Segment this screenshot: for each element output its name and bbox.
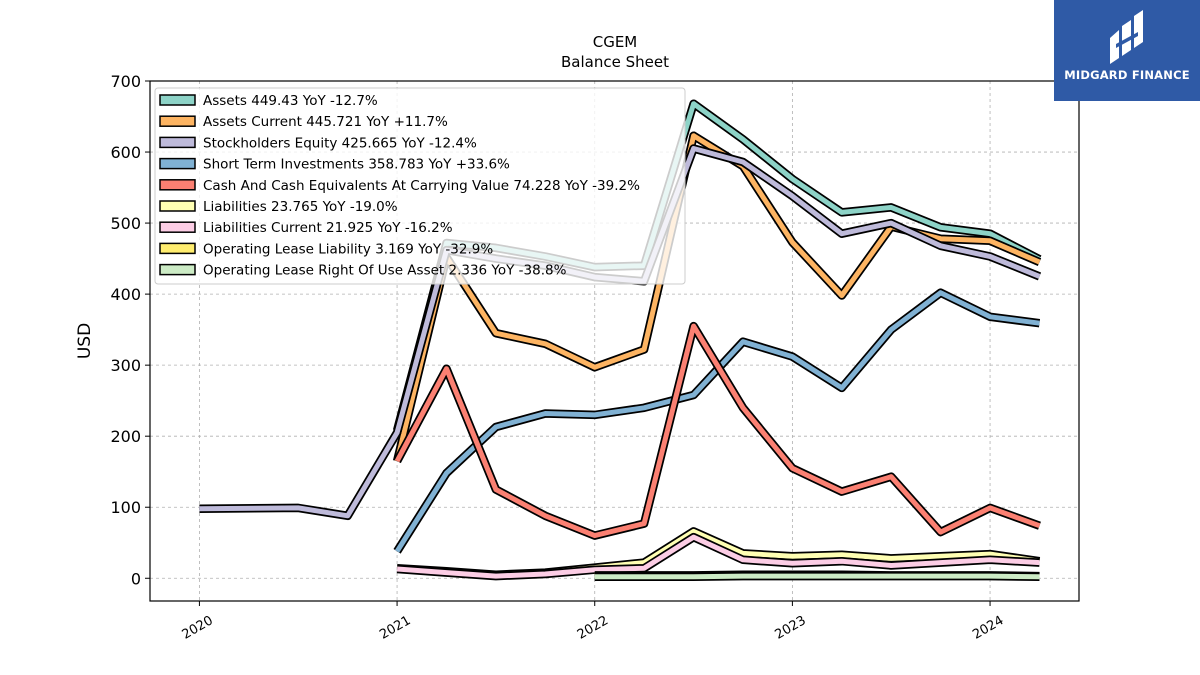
- legend-swatch: [159, 115, 196, 127]
- legend-label: Assets Current 445.721 YoY +11.7%: [203, 114, 448, 130]
- brand-logo: MIDGARD FINANCE: [1054, 0, 1200, 101]
- legend-label: Cash And Cash Equivalents At Carrying Va…: [203, 178, 640, 194]
- legend-label: Operating Lease Liability 3.169 YoY -32.…: [203, 241, 493, 257]
- series-line-6: [396, 534, 1040, 579]
- y-axis-label: USD: [75, 323, 95, 359]
- y-tick-label: 200: [110, 427, 141, 446]
- legend-label: Assets 449.43 YoY -12.7%: [203, 93, 378, 109]
- y-tick-label: 600: [110, 143, 141, 162]
- plot-frame: [149, 80, 1080, 602]
- brand-emblem-icon: [1110, 10, 1143, 64]
- legend-swatch: [159, 179, 196, 191]
- legend-label: Operating Lease Right Of Use Asset 2.336…: [203, 263, 567, 279]
- legend-swatch: [159, 157, 196, 170]
- chart-title: CGEM: [593, 33, 638, 51]
- chart-subtitle: Balance Sheet: [561, 53, 669, 71]
- legend-swatch: [159, 263, 196, 276]
- y-tick-label: 0: [131, 569, 141, 588]
- y-tick-label: 300: [110, 356, 141, 375]
- legend-label: Liabilities 23.765 YoY -19.0%: [203, 199, 398, 215]
- legend-label: Short Term Investments 358.783 YoY +33.6…: [203, 157, 510, 173]
- legend-swatch: [159, 242, 196, 255]
- legend-label: Liabilities Current 21.925 YoY -16.2%: [203, 220, 453, 236]
- series-line-8: [594, 573, 1040, 580]
- legend-swatch: [159, 200, 196, 212]
- brand-name: MIDGARD FINANCE: [1064, 68, 1190, 82]
- y-tick-label: 700: [110, 72, 141, 91]
- legend-label: Stockholders Equity 425.665 YoY -12.4%: [203, 135, 477, 151]
- legend-box: [154, 87, 686, 285]
- y-tick-label: 500: [110, 214, 141, 233]
- series-line-4: [394, 323, 1041, 539]
- y-tick-label: 400: [110, 285, 141, 304]
- y-tick-label: 100: [110, 498, 141, 517]
- legend: Assets 449.43 YoY -12.7% Assets Current 4…: [154, 87, 686, 285]
- legend-swatch: [159, 221, 196, 233]
- legend-swatch: [159, 94, 196, 106]
- legend-swatch: [159, 136, 196, 149]
